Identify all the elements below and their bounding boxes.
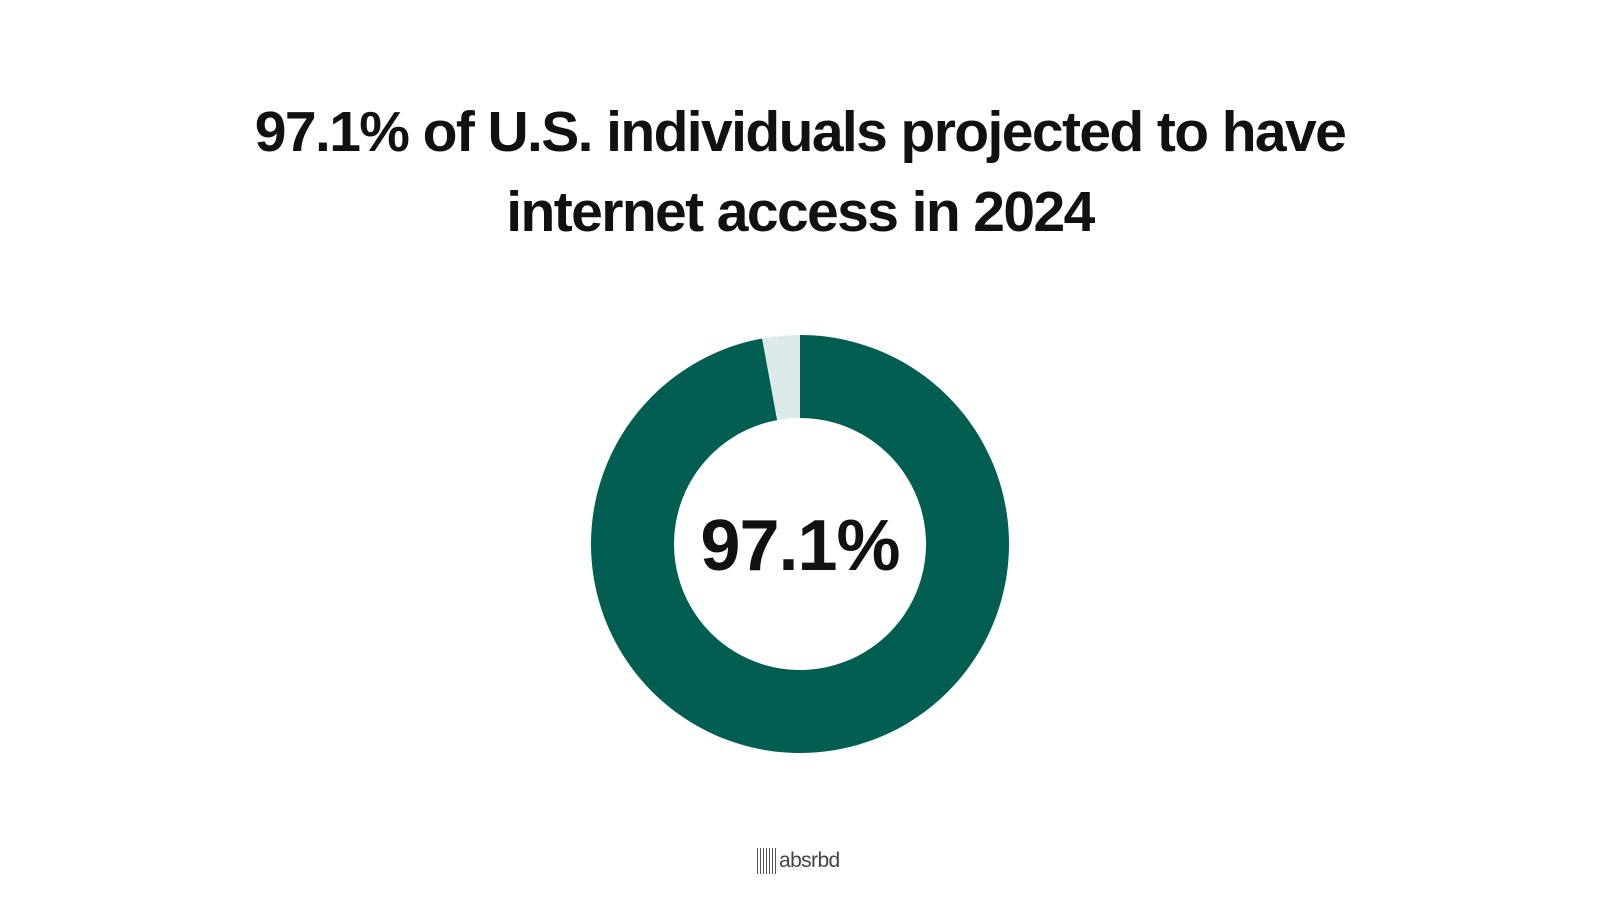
- donut-slice-internet-access: [591, 335, 1009, 753]
- chart-title-line-2: internet access in 2024: [506, 180, 1095, 244]
- barcode-logo-icon: [757, 848, 776, 874]
- donut-slice-remainder: [762, 335, 800, 421]
- donut-chart: 97.1%: [590, 334, 1010, 754]
- chart-title-line-1: 97.1% of U.S. individuals projected to h…: [254, 100, 1347, 164]
- donut-slices: [591, 335, 1009, 753]
- brand-logo-text: absrbd: [779, 849, 840, 872]
- chart-title: 97.1% of U.S. individuals projected to h…: [0, 92, 1600, 252]
- brand-logo: absrbd: [757, 847, 840, 875]
- donut-chart-svg: 97.1%: [591, 335, 1009, 753]
- donut-center-label: 97.1%: [700, 506, 899, 586]
